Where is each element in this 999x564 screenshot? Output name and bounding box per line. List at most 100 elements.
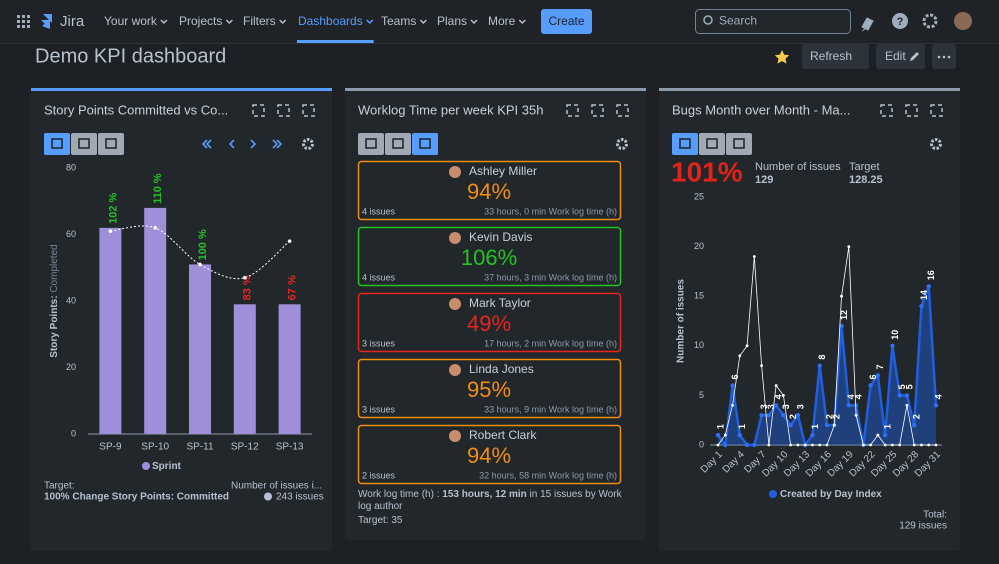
- create-button[interactable]: [541, 9, 592, 34]
- pagination-arrow[interactable]: [250, 139, 257, 149]
- y-tick-label: 80: [66, 162, 76, 172]
- nav-item[interactable]: Your work: [104, 14, 158, 28]
- avatar[interactable]: [954, 12, 972, 30]
- pagination-arrow[interactable]: [272, 139, 283, 149]
- value-label: 5: [904, 384, 914, 389]
- more-dots: [937, 55, 951, 59]
- maximize-icon[interactable]: [591, 104, 604, 117]
- jira-logo[interactable]: [41, 14, 52, 29]
- settings-icon[interactable]: [302, 138, 314, 150]
- nav-item[interactable]: Plans: [437, 14, 467, 28]
- y-tick-label: 20: [66, 362, 76, 372]
- view-icon: [733, 138, 745, 149]
- target-value: 100% Change Story Points: Committed: [44, 492, 229, 503]
- star-icon[interactable]: [774, 50, 790, 64]
- view-toggle[interactable]: [699, 133, 725, 155]
- edit-icon: [910, 52, 919, 61]
- view-toggle[interactable]: [44, 133, 70, 155]
- refresh-icon[interactable]: [616, 104, 629, 117]
- chevron: [225, 19, 233, 25]
- help-glyph: ?: [897, 16, 904, 28]
- point: [759, 413, 764, 418]
- edit-label[interactable]: Edit: [885, 49, 906, 63]
- app-switcher[interactable]: [17, 15, 30, 28]
- trend-point: [198, 262, 202, 267]
- value-label: 1: [810, 424, 820, 429]
- nav-item[interactable]: Projects: [179, 14, 222, 28]
- nav-item[interactable]: Teams: [381, 14, 416, 28]
- view-icon: [706, 138, 718, 149]
- edit-button[interactable]: [876, 44, 925, 69]
- nav-item[interactable]: Filters: [243, 14, 276, 28]
- y-tick-label: 10: [694, 340, 704, 350]
- minimize-icon[interactable]: [880, 104, 893, 117]
- comparison-point: [782, 394, 785, 397]
- settings-icon[interactable]: [616, 138, 628, 150]
- maximize-icon[interactable]: [905, 104, 918, 117]
- card-name: Kevin Davis: [469, 230, 532, 244]
- bar: [189, 264, 211, 434]
- help-icon[interactable]: [892, 13, 908, 29]
- comparison-point: [811, 443, 814, 447]
- view-toggle[interactable]: [71, 133, 97, 155]
- nav-item[interactable]: More: [488, 14, 516, 28]
- minimize-icon[interactable]: [252, 104, 265, 117]
- total-label: Total:: [923, 510, 947, 521]
- card-issues: 3 issues: [362, 338, 396, 348]
- value-label: 1: [737, 424, 747, 429]
- create-label[interactable]: Create: [548, 14, 584, 28]
- worklog-card: [357, 160, 622, 221]
- avatar: [449, 364, 461, 376]
- refresh-icon[interactable]: [930, 104, 943, 117]
- view-toggle[interactable]: [672, 133, 698, 155]
- card-name: Ashley Miller: [469, 164, 537, 178]
- kpi-value: 101%: [671, 156, 743, 187]
- comparison-point: [912, 443, 916, 447]
- pagination-arrow[interactable]: [228, 139, 235, 149]
- view-toggle[interactable]: [385, 133, 411, 155]
- value-label: 3: [766, 404, 776, 409]
- refresh-button[interactable]: [802, 44, 869, 69]
- settings-icon[interactable]: [930, 138, 942, 150]
- view-toggle[interactable]: [358, 133, 384, 155]
- notifications-icon[interactable]: [861, 17, 874, 32]
- trend-point: [108, 229, 113, 233]
- chevron: [279, 19, 287, 25]
- chevron: [366, 19, 374, 25]
- refresh-label[interactable]: Refresh: [810, 49, 852, 63]
- logo-text[interactable]: Jira: [60, 13, 85, 30]
- value-label: 2: [832, 414, 842, 419]
- worklog-card: [357, 358, 622, 419]
- card-detail: 32 hours, 58 min Work log time (h): [479, 470, 617, 480]
- y-axis-label-main: Story Points:: [49, 295, 60, 357]
- refresh-icon[interactable]: [302, 104, 315, 117]
- trend-point: [153, 226, 157, 230]
- worklog-card: [357, 424, 622, 485]
- card-issues: 4 issues: [362, 206, 396, 216]
- point: [897, 393, 902, 398]
- view-icon: [679, 138, 691, 149]
- view-toggle[interactable]: [726, 133, 752, 155]
- card-name: Robert Clark: [469, 428, 537, 442]
- nav-item[interactable]: Dashboards: [298, 14, 363, 28]
- point: [904, 393, 910, 398]
- chevron: [419, 19, 427, 25]
- point: [933, 403, 939, 408]
- info-icon[interactable]: [264, 492, 272, 501]
- target-label: Target: [849, 161, 880, 173]
- comparison-point: [796, 443, 800, 447]
- pagination-arrow[interactable]: [201, 139, 212, 149]
- maximize-icon[interactable]: [277, 104, 290, 117]
- y-tick-label: 5: [699, 390, 704, 400]
- view-toggle[interactable]: [98, 133, 124, 155]
- point: [766, 413, 772, 418]
- search-placeholder[interactable]: Search: [719, 14, 757, 28]
- comparison-point: [905, 403, 909, 407]
- settings-icon[interactable]: [922, 13, 938, 29]
- gadget-title: Bugs Month over Month - Ma...: [672, 102, 850, 117]
- point: [788, 422, 793, 428]
- y-tick-label: 0: [699, 439, 704, 449]
- search-box[interactable]: [695, 9, 851, 34]
- view-toggle[interactable]: [412, 133, 438, 155]
- minimize-icon[interactable]: [566, 104, 579, 117]
